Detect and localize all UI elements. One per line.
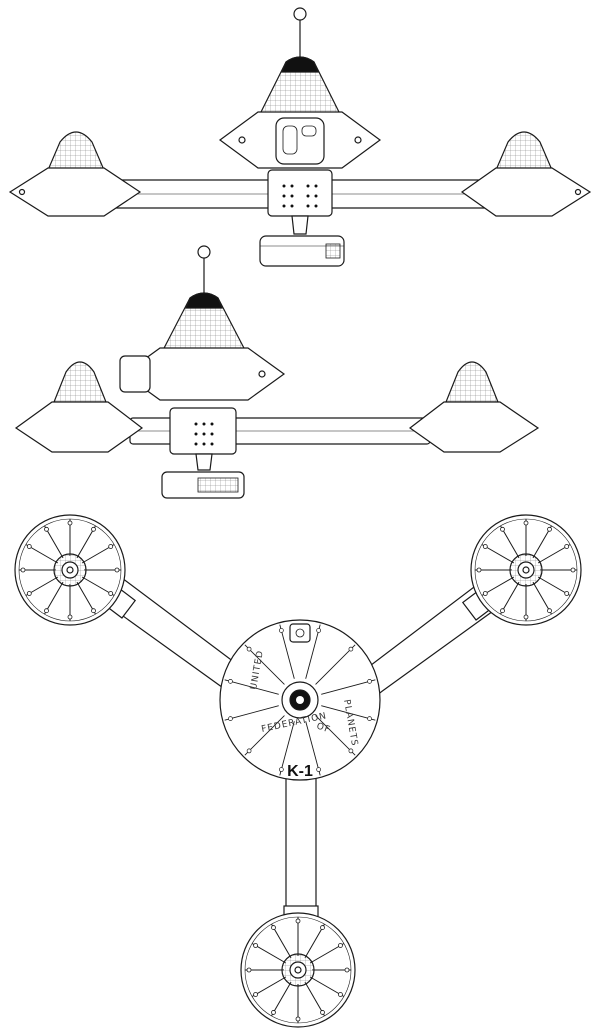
wheel-modules [14, 514, 582, 1028]
hub-text-of: OF [315, 721, 332, 735]
side-right-pod [408, 401, 540, 453]
side-left-cone [53, 361, 107, 403]
side-antenna-tip [197, 245, 211, 259]
cone-cap [281, 56, 319, 73]
wheel-upper-left [14, 514, 126, 626]
side-elevation-view [14, 245, 540, 499]
right-cone [495, 131, 553, 171]
wheel-lower [240, 912, 356, 1028]
right-pod [460, 167, 592, 217]
side-cone-cap [185, 292, 223, 309]
plan-view: UNITED FEDERATION OF PLANETS K-1 [14, 514, 582, 1028]
left-pod [8, 167, 142, 217]
wheel-upper-right [470, 514, 582, 626]
hub-spokes [224, 624, 376, 776]
side-hub-block [169, 407, 237, 455]
hub-block [267, 169, 333, 217]
lower-drum [259, 235, 345, 267]
side-right-cone [445, 361, 499, 403]
side-central-pod [122, 347, 286, 401]
side-left-pod [14, 401, 144, 453]
registry-number: K-1 [287, 763, 313, 780]
antenna-tip [293, 7, 307, 21]
hub-port-dots [282, 184, 318, 208]
side-stem [195, 453, 213, 471]
lower-stem [291, 215, 309, 235]
left-cone [47, 131, 105, 171]
arm-lower [285, 769, 317, 921]
side-docking-collar [119, 355, 151, 393]
front-elevation-view [8, 7, 592, 267]
